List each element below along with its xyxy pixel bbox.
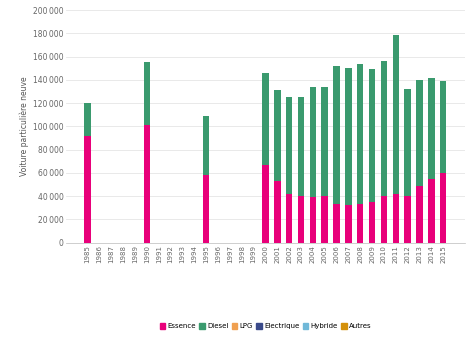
Bar — [144, 62, 150, 125]
Bar — [274, 90, 281, 181]
Bar — [428, 179, 435, 243]
Bar — [357, 64, 364, 204]
Bar — [416, 186, 423, 243]
Y-axis label: Voiture particulière neuve: Voiture particulière neuve — [19, 76, 29, 176]
Bar — [440, 173, 447, 243]
Bar — [345, 68, 352, 206]
Bar — [381, 61, 387, 196]
Bar — [203, 116, 210, 175]
Bar — [310, 87, 316, 197]
Bar — [369, 69, 375, 202]
Bar — [440, 81, 447, 173]
Bar — [84, 103, 91, 136]
Bar — [321, 196, 328, 243]
Bar — [392, 194, 399, 243]
Bar — [428, 78, 435, 179]
Bar — [381, 196, 387, 243]
Bar — [392, 34, 399, 194]
Bar — [357, 204, 364, 243]
Bar — [144, 125, 150, 243]
Bar — [298, 196, 304, 243]
Bar — [286, 97, 292, 194]
Bar — [404, 196, 411, 243]
Bar — [369, 202, 375, 243]
Bar — [345, 206, 352, 243]
Bar — [203, 175, 210, 243]
Bar — [298, 97, 304, 196]
Bar — [416, 80, 423, 186]
Bar — [310, 197, 316, 243]
Bar — [84, 136, 91, 243]
Legend: Essence, Diesel, LPG, Electrique, Hybride, Autres: Essence, Diesel, LPG, Electrique, Hybrid… — [157, 320, 374, 332]
Bar — [286, 194, 292, 243]
Bar — [333, 66, 340, 204]
Bar — [404, 89, 411, 196]
Bar — [274, 181, 281, 243]
Bar — [333, 204, 340, 243]
Bar — [262, 73, 269, 165]
Bar — [321, 87, 328, 196]
Bar — [262, 165, 269, 243]
